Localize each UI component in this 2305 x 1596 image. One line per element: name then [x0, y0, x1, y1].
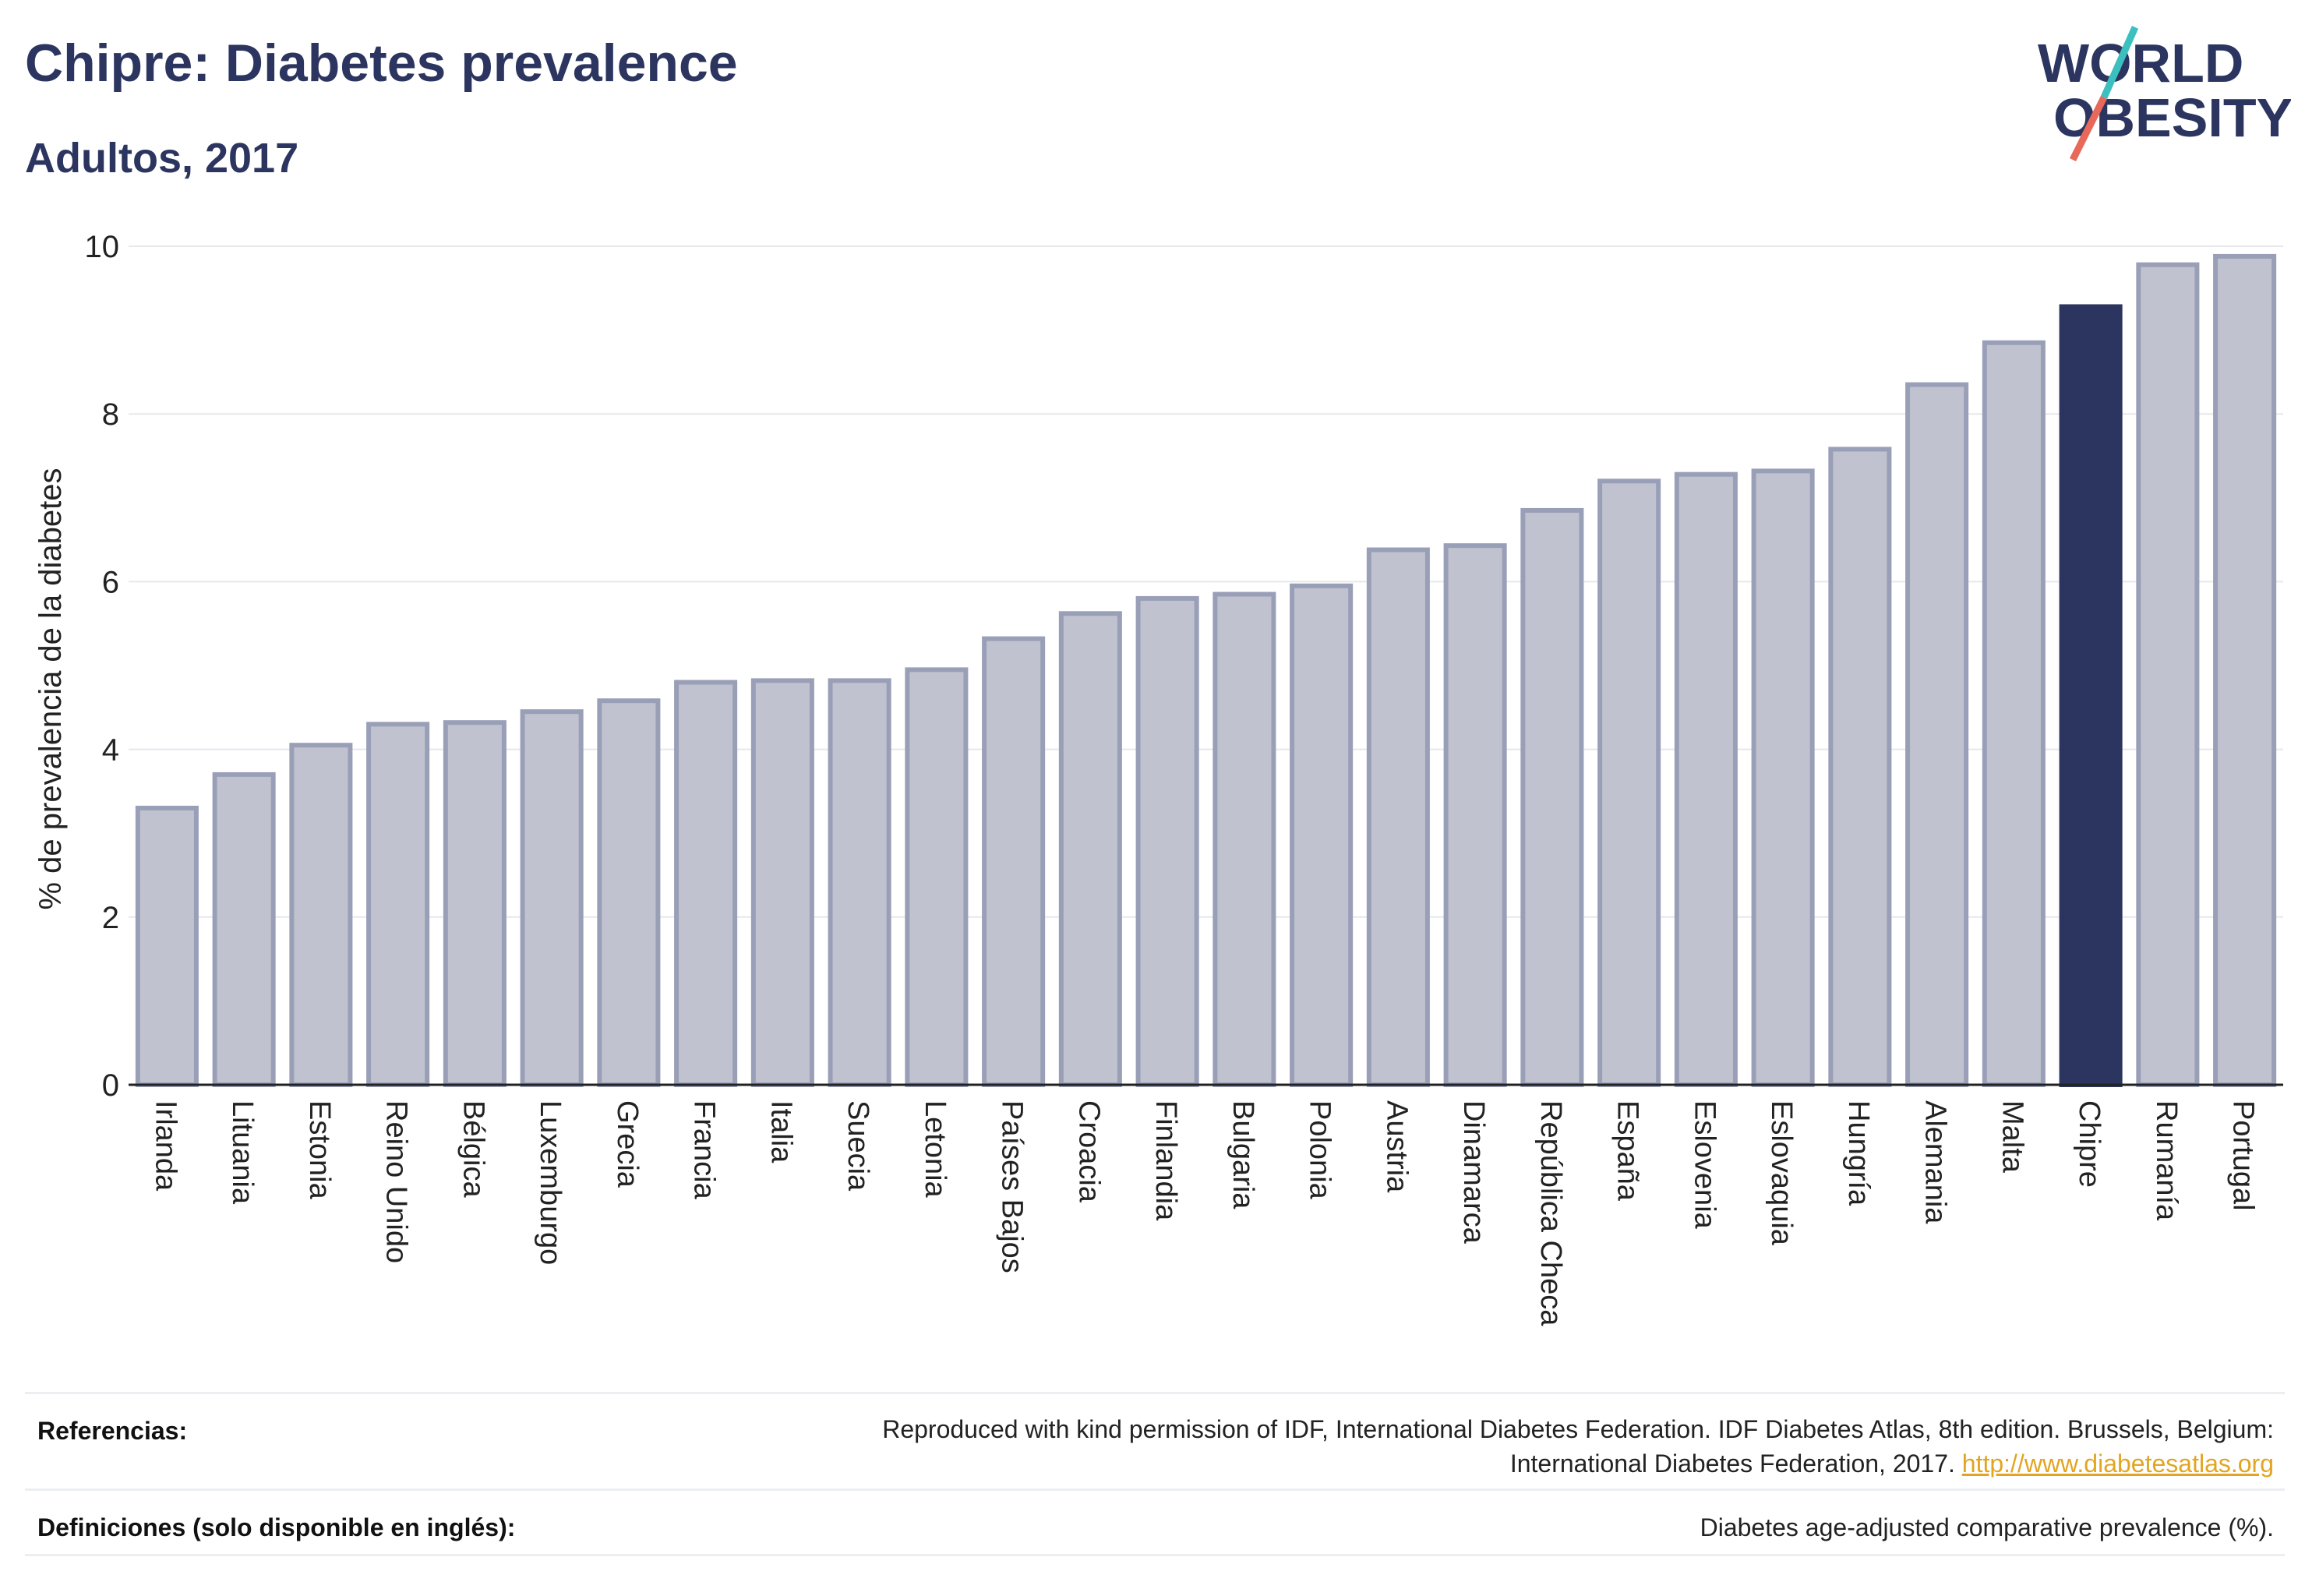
x-tick-label: Croacia: [1072, 1100, 1105, 1203]
bar-malta: [1982, 340, 2046, 1087]
bar-españa: [1597, 478, 1661, 1087]
x-tick-label: Finlandia: [1149, 1100, 1182, 1221]
logo-text-world: WORLD: [2038, 33, 2243, 94]
bar-grecia: [597, 698, 661, 1088]
axes: 0 2 4 6 8 10 Irlanda Lituania Estonia Reino Unido…: [85, 230, 2283, 1326]
bar-luxemburgo: [520, 709, 584, 1087]
footer-divider-middle: [25, 1488, 2285, 1491]
definitions-label: Definiciones (solo disponible en inglés)…: [37, 1513, 516, 1541]
y-axis-label: % de prevalencia de la diabetes: [34, 468, 68, 909]
x-tick-label: Bélgica: [457, 1100, 489, 1198]
x-tick-label: Rumanía: [2150, 1100, 2183, 1221]
x-tick-label: Polonia: [1304, 1100, 1336, 1200]
bar-eslovenia: [1674, 471, 1738, 1087]
x-tick-label: Suecia: [842, 1100, 874, 1192]
bar-alemania: [1905, 382, 1969, 1088]
x-tick-label: Lituania: [226, 1100, 259, 1205]
bar-chart: 0 2 4 6 8 10 Irlanda Lituania Estonia Reino Unido…: [34, 230, 2283, 1326]
bar-croacia: [1058, 611, 1122, 1087]
x-tick-label: Irlanda: [149, 1100, 182, 1192]
references-label: Referencias:: [37, 1417, 188, 1445]
page-title: Chipre: Diabetes prevalence: [25, 34, 738, 93]
x-tick-label: Francia: [688, 1100, 721, 1200]
x-tick-label: Bulgaria: [1227, 1100, 1259, 1209]
footer-divider-bottom: [25, 1554, 2285, 1556]
x-tick-label: Grecia: [611, 1100, 644, 1188]
y-tick-label: 6: [102, 565, 119, 599]
bar-países-bajos: [982, 636, 1046, 1087]
x-tick-label: Luxemburgo: [534, 1100, 567, 1265]
y-tick-label: 4: [102, 733, 119, 768]
bars: [135, 253, 2277, 1088]
y-tick-label: 8: [102, 397, 119, 432]
x-tick-label: República Checa: [1534, 1100, 1567, 1326]
bar-chipre: [2059, 304, 2123, 1087]
bar-rumanía: [2136, 262, 2200, 1087]
bar-finlandia: [1135, 595, 1199, 1087]
logo-slash-top: [2100, 26, 2139, 99]
bar-francia: [674, 680, 738, 1087]
x-tick-label: Hungría: [1842, 1100, 1875, 1206]
bar-austria: [1366, 547, 1430, 1087]
bar-italia: [750, 678, 814, 1087]
references-line1: Reproduced with kind permission of IDF, …: [882, 1415, 2274, 1443]
x-tick-label: Italia: [764, 1100, 797, 1163]
x-tick-label: Alemania: [1919, 1100, 1952, 1224]
bar-hungría: [1828, 447, 1892, 1087]
y-tick-label: 0: [102, 1068, 119, 1103]
footer-divider-top: [25, 1392, 2285, 1394]
references-line2-text: International Diabetes Federation, 2017.: [1509, 1449, 1955, 1478]
y-tick-label: 10: [85, 230, 120, 264]
bar-lituania: [212, 772, 276, 1087]
page-subtitle: Adultos, 2017: [25, 135, 299, 182]
x-tick-label: Austria: [1380, 1100, 1413, 1193]
bar-eslovaquia: [1751, 468, 1815, 1087]
logo-slash-bottom: [2069, 95, 2108, 162]
x-tick-label: Eslovaquia: [1765, 1100, 1798, 1246]
x-tick-label: Dinamarca: [1457, 1100, 1490, 1245]
references-text: Reproduced with kind permission of IDF, …: [882, 1412, 2274, 1481]
world-obesity-logo: WORLD OBESITY: [2038, 26, 2291, 162]
x-tick-label: Países Bajos: [996, 1100, 1029, 1273]
bar-reino-unido: [366, 722, 430, 1087]
bar-polonia: [1290, 583, 1354, 1087]
bar-portugal: [2213, 253, 2277, 1087]
y-tick-label: 2: [102, 901, 119, 935]
references-link[interactable]: http://www.diabetesatlas.org: [1961, 1449, 2274, 1478]
x-tick-label: Chipre: [2073, 1100, 2106, 1188]
bar-bulgaria: [1213, 591, 1276, 1087]
bar-dinamarca: [1443, 543, 1507, 1087]
x-tick-label: Malta: [1996, 1100, 2028, 1174]
x-tick-label: España: [1611, 1100, 1644, 1202]
definitions-text: Diabetes age-adjusted comparative preval…: [1700, 1513, 2274, 1541]
bar-suecia: [828, 678, 891, 1087]
bar-república-checa: [1520, 507, 1584, 1087]
bar-irlanda: [135, 805, 199, 1088]
x-tick-label: Eslovenia: [1688, 1100, 1721, 1230]
bar-estonia: [289, 743, 353, 1087]
x-tick-label: Estonia: [303, 1100, 336, 1200]
x-tick-label: Letonia: [919, 1100, 951, 1199]
bar-letonia: [905, 667, 969, 1087]
bar-bélgica: [443, 720, 507, 1088]
references-line2: International Diabetes Federation, 2017.…: [882, 1446, 2274, 1481]
x-tick-label: Reino Unido: [380, 1100, 413, 1263]
x-tick-label: Portugal: [2227, 1100, 2260, 1211]
